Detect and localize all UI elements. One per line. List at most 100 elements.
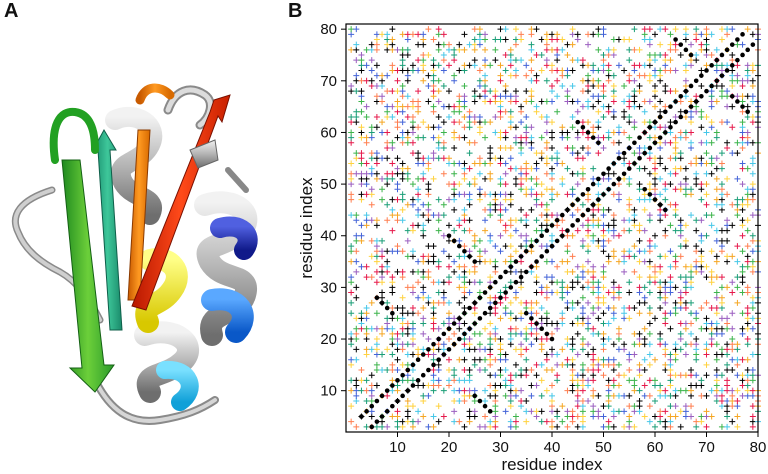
contact-marker [605, 103, 612, 110]
contact-marker [549, 98, 555, 105]
contact-marker [543, 170, 550, 177]
contact-marker [518, 186, 525, 193]
contact-marker [564, 51, 571, 58]
contact-marker [718, 67, 725, 74]
contact-marker [353, 382, 360, 389]
contact-marker [528, 382, 535, 389]
contact-marker [677, 232, 684, 239]
contact-marker [512, 418, 519, 425]
contact-marker [348, 46, 355, 53]
contact-marker [538, 408, 545, 415]
contact-marker [554, 67, 561, 74]
contact-marker [554, 351, 561, 358]
contact-marker [415, 418, 422, 425]
contact-marker [610, 253, 617, 260]
contact-marker [744, 93, 751, 100]
contact-marker [739, 181, 746, 188]
contact-marker [476, 423, 483, 430]
contact-marker [569, 372, 576, 379]
contact-marker [404, 46, 411, 53]
strong-contact-dot [436, 336, 442, 342]
contact-marker [590, 232, 597, 239]
contact-marker [543, 212, 550, 219]
contact-marker [507, 403, 514, 410]
contact-marker [682, 165, 689, 172]
contact-marker [682, 279, 689, 286]
strong-contact-dot [735, 57, 740, 63]
contact-marker [549, 88, 555, 95]
contact-marker [543, 258, 550, 265]
contact-marker [523, 62, 530, 69]
contact-marker [667, 418, 674, 425]
contact-marker [585, 315, 592, 322]
contact-marker [518, 217, 525, 224]
contact-marker [409, 31, 416, 38]
contact-marker [713, 310, 720, 317]
contact-marker [399, 170, 406, 177]
contact-marker [404, 418, 411, 425]
contact-marker [636, 341, 643, 348]
contact-marker [549, 36, 555, 43]
contact-marker [652, 170, 658, 177]
contact-marker [399, 191, 406, 198]
contact-marker [729, 67, 736, 74]
contact-marker [569, 341, 576, 348]
contact-marker [646, 392, 653, 399]
contact-marker [718, 305, 725, 312]
contact-marker [713, 186, 720, 193]
contact-marker [543, 206, 550, 213]
contact-marker [430, 382, 437, 389]
contact-marker [600, 134, 607, 141]
contact-marker [368, 155, 375, 162]
contact-marker [610, 289, 617, 296]
contact-marker [358, 77, 365, 84]
contact-marker [682, 26, 689, 33]
contact-marker [605, 206, 612, 213]
strong-contact-dot [626, 145, 632, 151]
contact-marker [456, 134, 463, 141]
contact-marker [749, 237, 756, 244]
contact-marker [662, 284, 669, 291]
contact-marker [394, 119, 401, 126]
contact-marker [456, 237, 463, 244]
contact-marker [373, 310, 380, 317]
contact-marker [646, 341, 653, 348]
contact-marker [729, 346, 736, 353]
contact-marker [363, 212, 370, 219]
contact-marker [677, 217, 684, 224]
contact-marker [579, 387, 586, 394]
contact-marker [492, 88, 499, 95]
contact-marker [368, 274, 375, 281]
contact-marker [471, 62, 478, 69]
contact-marker [585, 341, 592, 348]
contact-marker [626, 77, 633, 84]
contact-marker [610, 108, 617, 115]
contact-marker [446, 62, 452, 69]
contact-marker [718, 294, 725, 301]
contact-marker [363, 315, 370, 322]
contact-marker [399, 82, 406, 89]
contact-marker [425, 217, 432, 224]
contact-marker [739, 139, 746, 146]
contact-marker [749, 170, 756, 177]
contact-marker [621, 408, 628, 415]
contact-marker [399, 165, 406, 172]
contact-marker [523, 398, 530, 405]
strong-contact-dot [539, 233, 544, 239]
strong-contact-dot [498, 274, 503, 280]
strong-contact-dot [390, 383, 395, 388]
contact-marker [348, 330, 355, 337]
contact-marker [703, 263, 710, 270]
strong-contact-dot [534, 238, 539, 244]
contact-marker [574, 372, 581, 379]
contact-marker [688, 284, 695, 291]
contact-marker [677, 181, 684, 188]
contact-marker [703, 62, 710, 69]
contact-marker [409, 423, 416, 430]
contact-marker [636, 222, 643, 229]
contact-marker [389, 289, 396, 296]
contact-marker [543, 57, 550, 64]
contact-marker [693, 418, 700, 425]
contact-marker [713, 367, 720, 374]
contact-marker [471, 46, 478, 53]
